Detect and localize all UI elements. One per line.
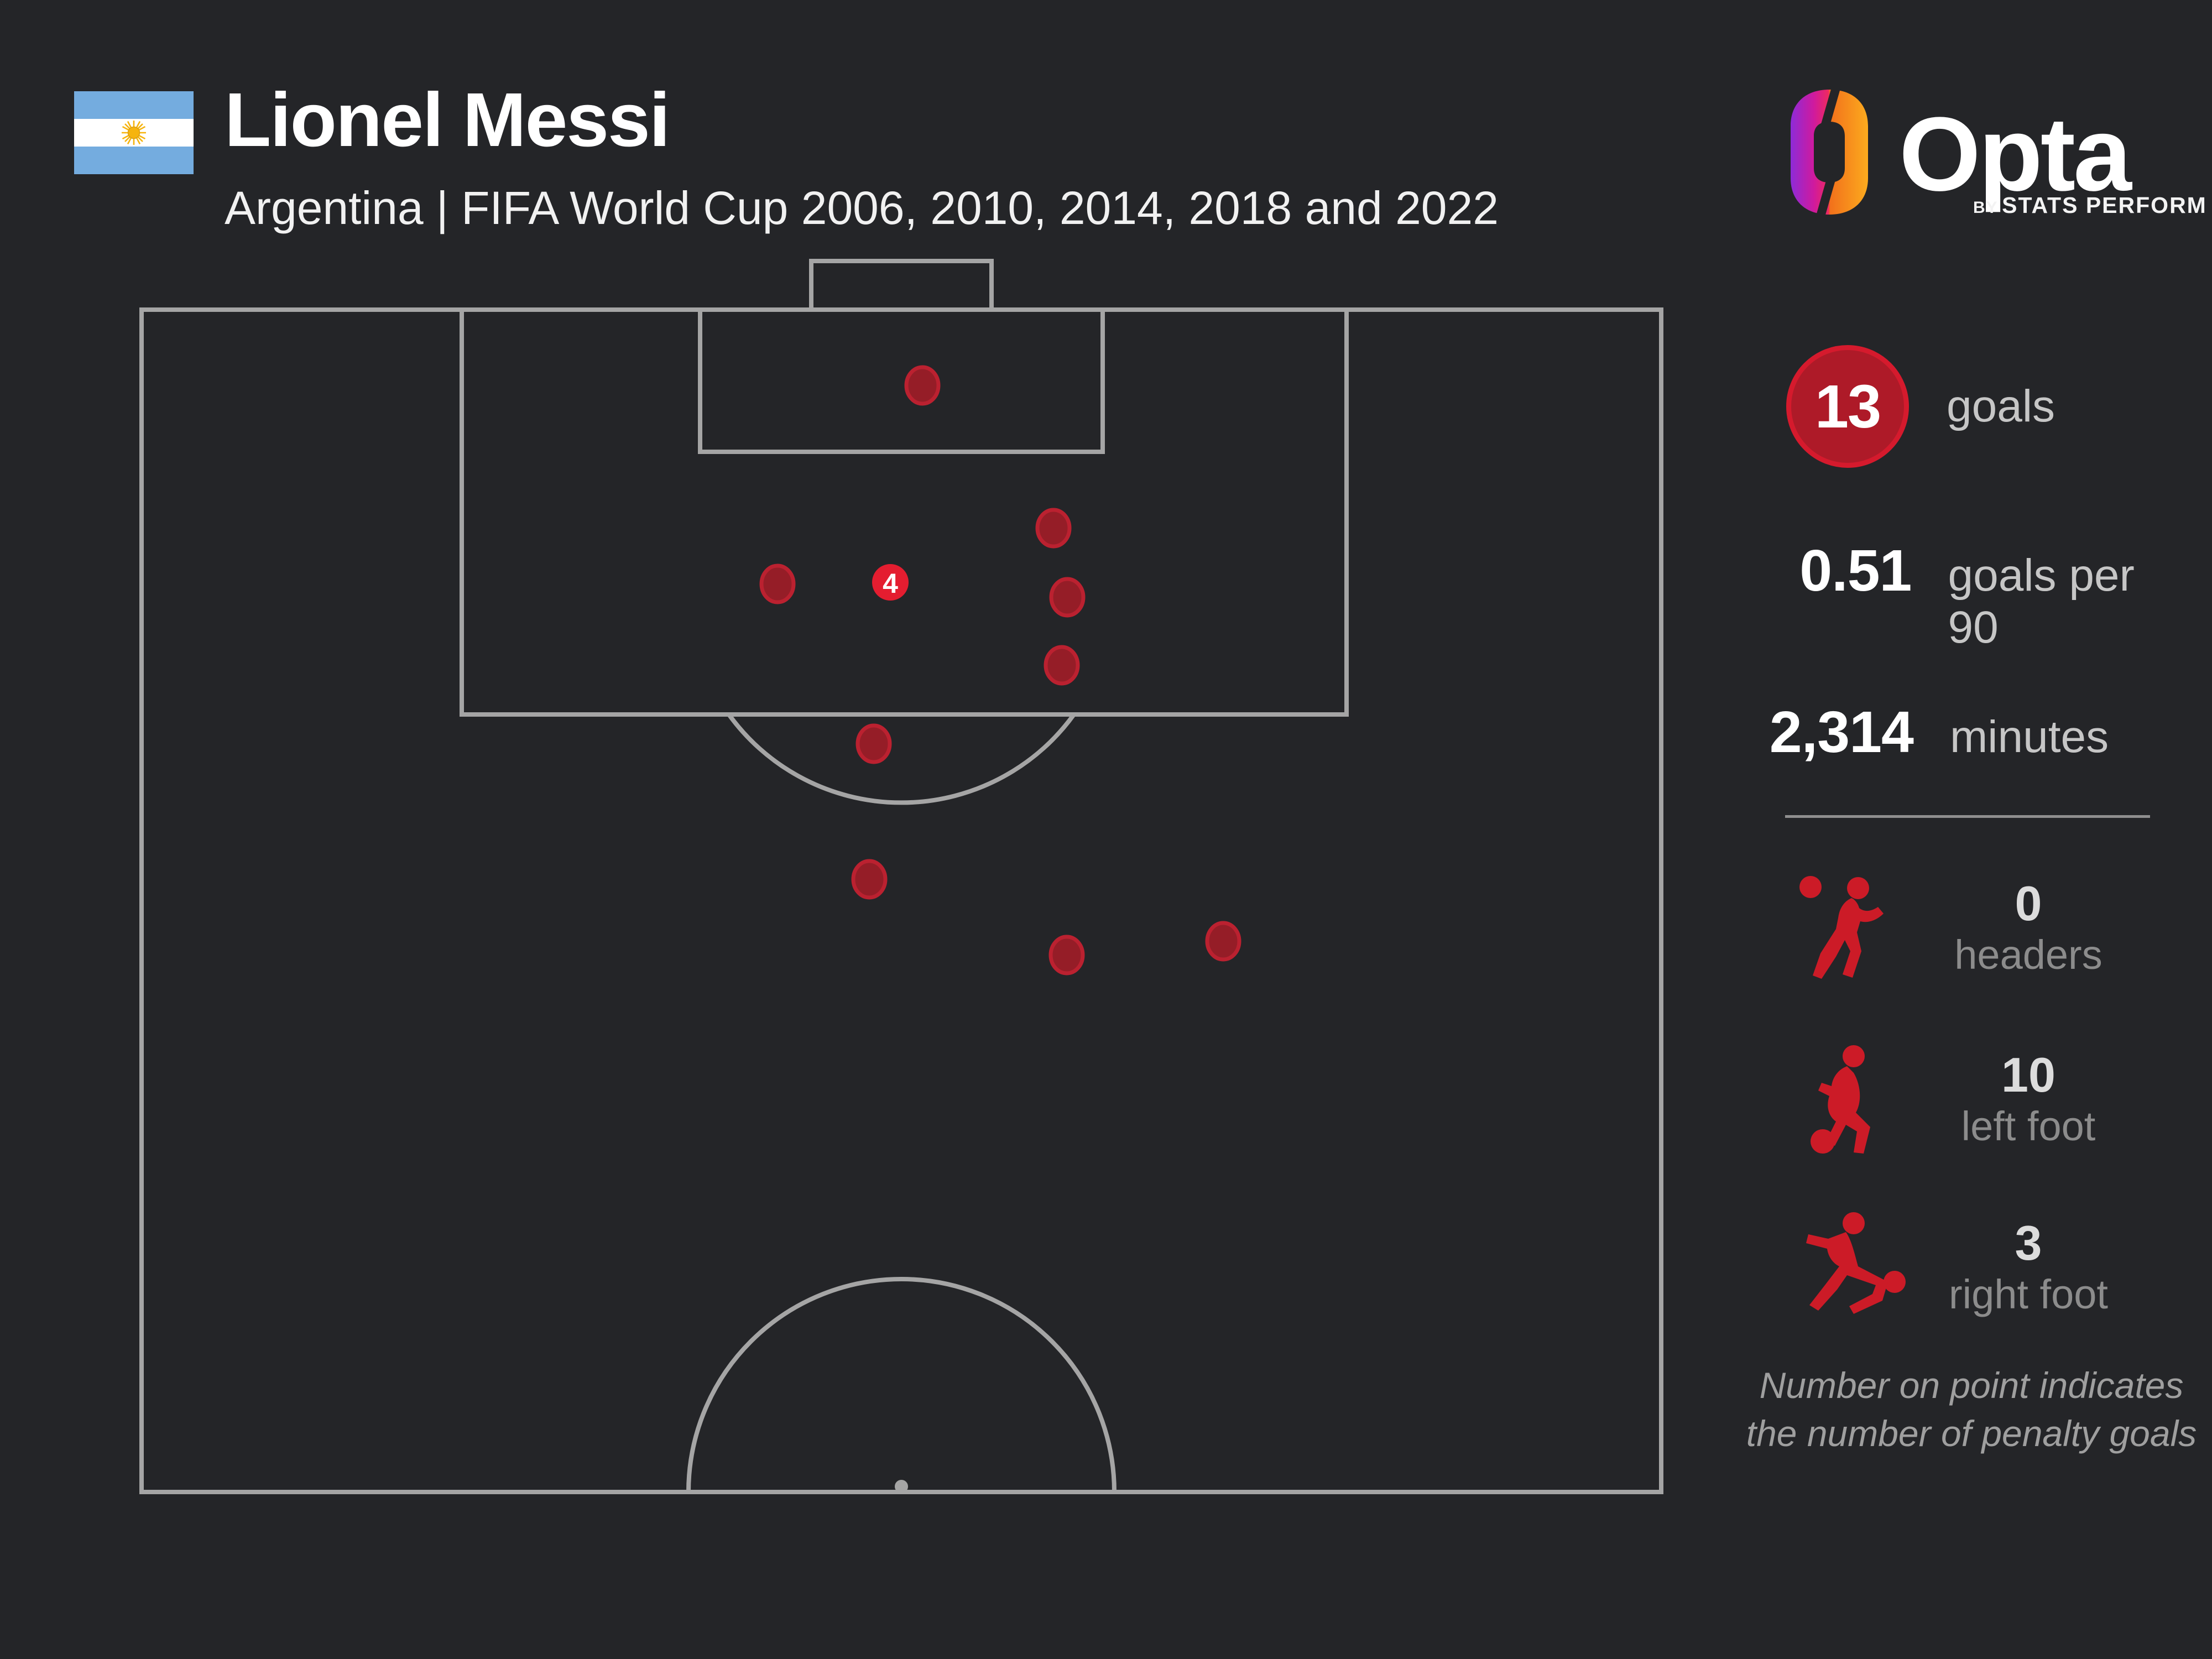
- minutes-value: 2,314: [1769, 700, 1914, 765]
- page-title: Lionel Messi: [225, 77, 670, 163]
- goal-point: [851, 859, 888, 900]
- breakdown-row-left-foot: 10 left foot: [1796, 1037, 2150, 1159]
- opta-byline: BY STATS PERFORM: [1973, 192, 2207, 218]
- penalty-arc: [727, 713, 1076, 805]
- flag-stripe-bottom: [74, 147, 194, 174]
- goal-point: [1035, 508, 1072, 549]
- left-foot-value: 10: [2001, 1047, 2056, 1102]
- flag-stripe-top: [74, 91, 194, 119]
- argentina-flag: [74, 91, 194, 174]
- goal-point: [1205, 921, 1241, 962]
- opta-mark-icon: [1791, 90, 1868, 215]
- centre-spot: [895, 1480, 908, 1493]
- penalty-note: Number on point indicates the number of …: [1736, 1361, 2206, 1458]
- breakdown-row-right-foot: 3 right foot: [1796, 1206, 2150, 1327]
- goal-points: 4: [759, 365, 1241, 975]
- penalty-note-line2: the number of penalty goals: [1746, 1413, 2197, 1454]
- opta-byline-prefix: BY: [1973, 199, 1999, 217]
- opta-byline-main: STATS PERFORM: [2002, 192, 2207, 218]
- stats-divider: [1785, 815, 2150, 818]
- sun-of-may-icon: [122, 121, 146, 145]
- flag-stripe-middle: [74, 119, 194, 147]
- stat-minutes-row: 2,314 minutes: [1687, 699, 2195, 766]
- per90-label: goals per 90: [1948, 550, 2135, 653]
- minutes-label: minutes: [1950, 712, 2109, 762]
- stat-goals-row: 13 goals: [1786, 345, 2055, 468]
- penalty-note-line1: Number on point indicates: [1759, 1365, 2184, 1406]
- centre-circle-arc: [686, 1277, 1117, 1493]
- breakdown-left-foot-text: 10 left foot: [1907, 1047, 2150, 1150]
- goal-point: [1048, 935, 1085, 975]
- six-yard-box: [698, 307, 1105, 454]
- goal-point: [1044, 645, 1080, 686]
- breakdown-right-foot-text: 3 right foot: [1907, 1215, 2150, 1318]
- breakdown-row-headers: 0 headers: [1796, 866, 2150, 988]
- header-goal-icon: [1799, 876, 1884, 979]
- right-foot-value: 3: [2015, 1215, 2042, 1270]
- goal-frame: [809, 259, 994, 312]
- penalty-goals-point: [872, 564, 909, 601]
- breakdown-headers-text: 0 headers: [1907, 878, 2150, 975]
- header: Lionel Messi Argentina | FIFA World Cup …: [225, 82, 1499, 235]
- penalty-count-label: 4: [883, 568, 898, 599]
- right-foot-goal-icon: [1806, 1212, 1906, 1314]
- goal-point: [1049, 577, 1086, 618]
- stat-per90-row: 0.51 goals per 90: [1687, 538, 2195, 654]
- headers-label: headers: [1954, 932, 2103, 978]
- left-foot-goal-icon: [1811, 1045, 1870, 1154]
- goals-total-value: 13: [1814, 372, 1881, 441]
- opta-wordmark: Opta: [1899, 96, 2132, 213]
- right-foot-label: right foot: [1949, 1271, 2108, 1318]
- goal-point: [904, 365, 941, 406]
- goal-point: [855, 723, 892, 764]
- per90-value: 0.51: [1799, 538, 1912, 603]
- goals-total-badge: 13: [1786, 345, 1909, 468]
- goals-total-label: goals: [1947, 381, 2056, 431]
- goal-point: [759, 564, 796, 604]
- pitch-outline: [139, 307, 1663, 1494]
- penalty-area: [460, 307, 1349, 717]
- left-foot-label: left foot: [1961, 1103, 2096, 1150]
- page-subtitle: Argentina | FIFA World Cup 2006, 2010, 2…: [225, 182, 1499, 234]
- headers-value: 0: [2015, 875, 2042, 931]
